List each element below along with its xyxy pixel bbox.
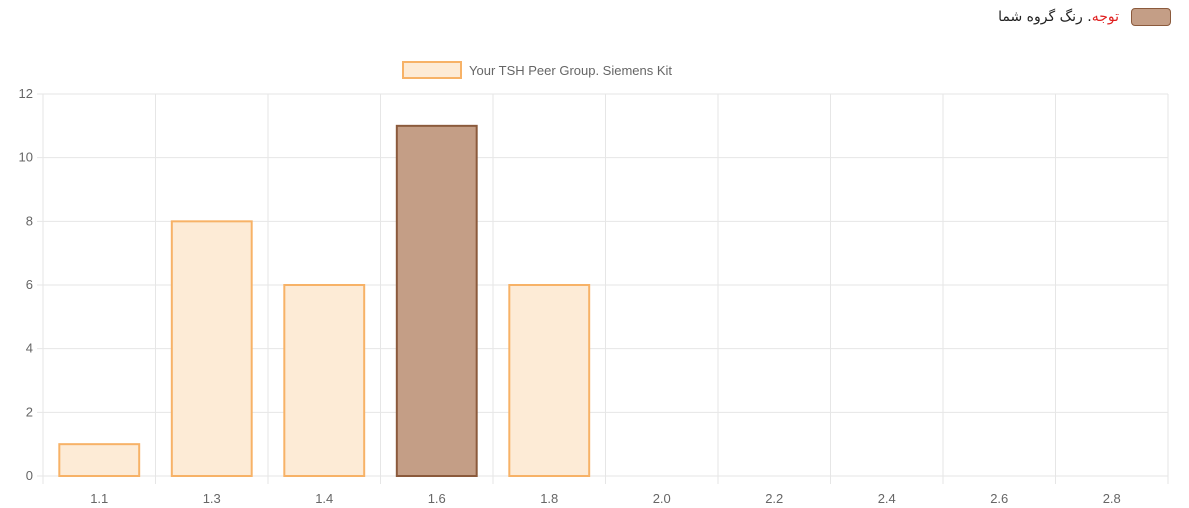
x-tick-label: 2.8 [1103,491,1121,506]
bar [508,284,591,477]
x-tick-label: 2.0 [653,491,671,506]
y-tick-label: 8 [26,213,33,228]
x-tick-label: 2.6 [990,491,1008,506]
chart-legend[interactable]: Your TSH Peer Group. Siemens Kit [402,61,672,79]
legend-swatch[interactable] [402,61,462,79]
note-text: توجه. رنگ گروه شما [998,9,1119,25]
note-separator: . [1087,9,1092,25]
bar [283,284,366,477]
group-color-note: توجه. رنگ گروه شما [998,8,1171,26]
x-tick-label: 1.1 [90,491,108,506]
y-tick-label: 0 [26,468,33,483]
your-group-color-swatch [1131,8,1171,26]
x-tick-label: 1.8 [540,491,558,506]
y-tick-label: 2 [26,404,33,419]
bars [58,124,591,477]
x-tick-label: 1.4 [315,491,333,506]
y-tick-label: 12 [19,86,33,101]
note-label: توجه [1091,9,1119,25]
y-tick-label: 6 [26,277,33,292]
x-tick-label: 2.4 [878,491,896,506]
legend-label[interactable]: Your TSH Peer Group. Siemens Kit [469,63,672,78]
bar [170,220,253,477]
x-tick-label: 2.2 [765,491,783,506]
grid-lines [37,93,1169,484]
x-tick-label: 1.3 [203,491,221,506]
y-tick-label: 10 [19,150,33,165]
x-axis-ticks: 1.1 1.3 1.4 1.6 1.8 2.0 2.2 2.4 2.6 2.8 [90,491,1121,506]
bar [58,443,141,477]
y-tick-label: 4 [26,341,33,356]
note-body: رنگ گروه شما [998,9,1088,25]
y-axis-ticks: 0 2 4 6 8 10 12 [19,86,33,483]
x-tick-label: 1.6 [428,491,446,506]
bar [395,124,478,477]
